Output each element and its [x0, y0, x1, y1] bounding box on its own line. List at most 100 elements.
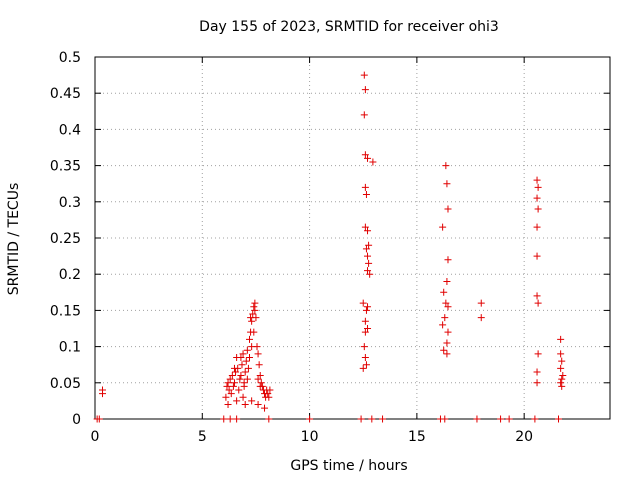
data-point [236, 375, 244, 383]
data-point [357, 415, 365, 423]
data-point [237, 353, 245, 361]
data-point [366, 270, 374, 278]
data-points [93, 71, 567, 423]
x-tick-label: 15 [408, 429, 426, 445]
data-point [248, 343, 256, 351]
data-point [224, 401, 232, 409]
data-point [246, 335, 253, 343]
data-point [240, 382, 248, 390]
data-point [265, 393, 273, 401]
data-point [559, 372, 567, 380]
data-point [222, 393, 230, 401]
data-point [443, 339, 451, 347]
x-axis-label: GPS time / hours [290, 458, 407, 474]
data-point [225, 386, 233, 394]
data-point [557, 350, 565, 358]
data-point [255, 361, 263, 369]
data-point [224, 379, 232, 387]
data-point [361, 328, 369, 336]
data-point [441, 415, 449, 423]
x-tick-label: 0 [91, 429, 100, 445]
data-point [443, 277, 451, 285]
data-point [533, 292, 541, 300]
data-point [534, 183, 542, 191]
data-point [361, 353, 369, 361]
data-point [364, 303, 372, 311]
y-tick-label: 0.35 [50, 159, 81, 175]
data-point [362, 361, 370, 369]
data-point [243, 346, 251, 354]
data-point [558, 357, 566, 365]
data-point [364, 325, 372, 332]
data-point [442, 299, 450, 307]
data-point [238, 361, 246, 369]
data-point [441, 314, 449, 322]
y-tick-label: 0.25 [50, 231, 81, 247]
data-point [533, 223, 541, 231]
data-point [557, 335, 565, 343]
data-point [444, 328, 452, 336]
data-point [364, 267, 372, 275]
data-point [365, 241, 373, 249]
data-point [254, 375, 262, 383]
data-point [247, 314, 255, 322]
data-point [266, 386, 274, 394]
data-point [254, 350, 262, 358]
data-point [364, 227, 372, 235]
data-point [242, 357, 250, 365]
chart-title: Day 155 of 2023, SRMTID for receiver ohi… [199, 19, 499, 35]
data-point [379, 415, 387, 423]
data-point [256, 372, 264, 380]
x-tick-label: 20 [515, 429, 533, 445]
data-point [248, 397, 256, 405]
data-point [261, 404, 269, 412]
data-point [364, 252, 372, 260]
data-point [360, 343, 368, 351]
data-point [241, 368, 249, 376]
data-point [533, 194, 541, 202]
data-point [361, 86, 369, 94]
data-point [265, 415, 273, 423]
data-point [557, 379, 565, 387]
data-point [226, 415, 234, 423]
data-point [237, 372, 245, 380]
data-point [220, 415, 228, 423]
y-tick-label: 0 [72, 412, 81, 428]
data-point [244, 364, 252, 372]
data-point [533, 176, 541, 184]
data-point [534, 299, 542, 307]
y-axis-label: SRMTID / TECUs [6, 183, 22, 296]
data-point [362, 191, 370, 199]
data-point [239, 350, 247, 358]
data-point [241, 401, 249, 409]
data-point [257, 379, 265, 387]
data-point [558, 375, 566, 383]
data-point [360, 71, 368, 79]
data-point [369, 158, 377, 166]
data-point [359, 299, 367, 307]
data-point [264, 390, 272, 398]
data-point [533, 379, 541, 387]
data-point [555, 415, 562, 423]
data-point [440, 288, 448, 296]
data-point [251, 299, 259, 307]
y-tick-label: 0.1 [59, 340, 81, 356]
data-point [444, 205, 452, 213]
data-point [557, 364, 565, 372]
data-point [368, 415, 376, 423]
data-point [99, 390, 107, 398]
data-point [359, 364, 367, 372]
data-point [361, 151, 369, 159]
data-point [256, 382, 264, 390]
data-point [558, 382, 566, 390]
data-point [443, 180, 451, 188]
data-point [473, 415, 481, 423]
data-point [534, 205, 542, 213]
data-point [249, 310, 257, 318]
y-tick-label: 0.2 [59, 267, 81, 283]
data-point [248, 317, 256, 325]
data-point [228, 372, 236, 380]
data-point [365, 259, 373, 267]
y-tick-label: 0.45 [50, 86, 81, 102]
data-point [235, 386, 243, 394]
